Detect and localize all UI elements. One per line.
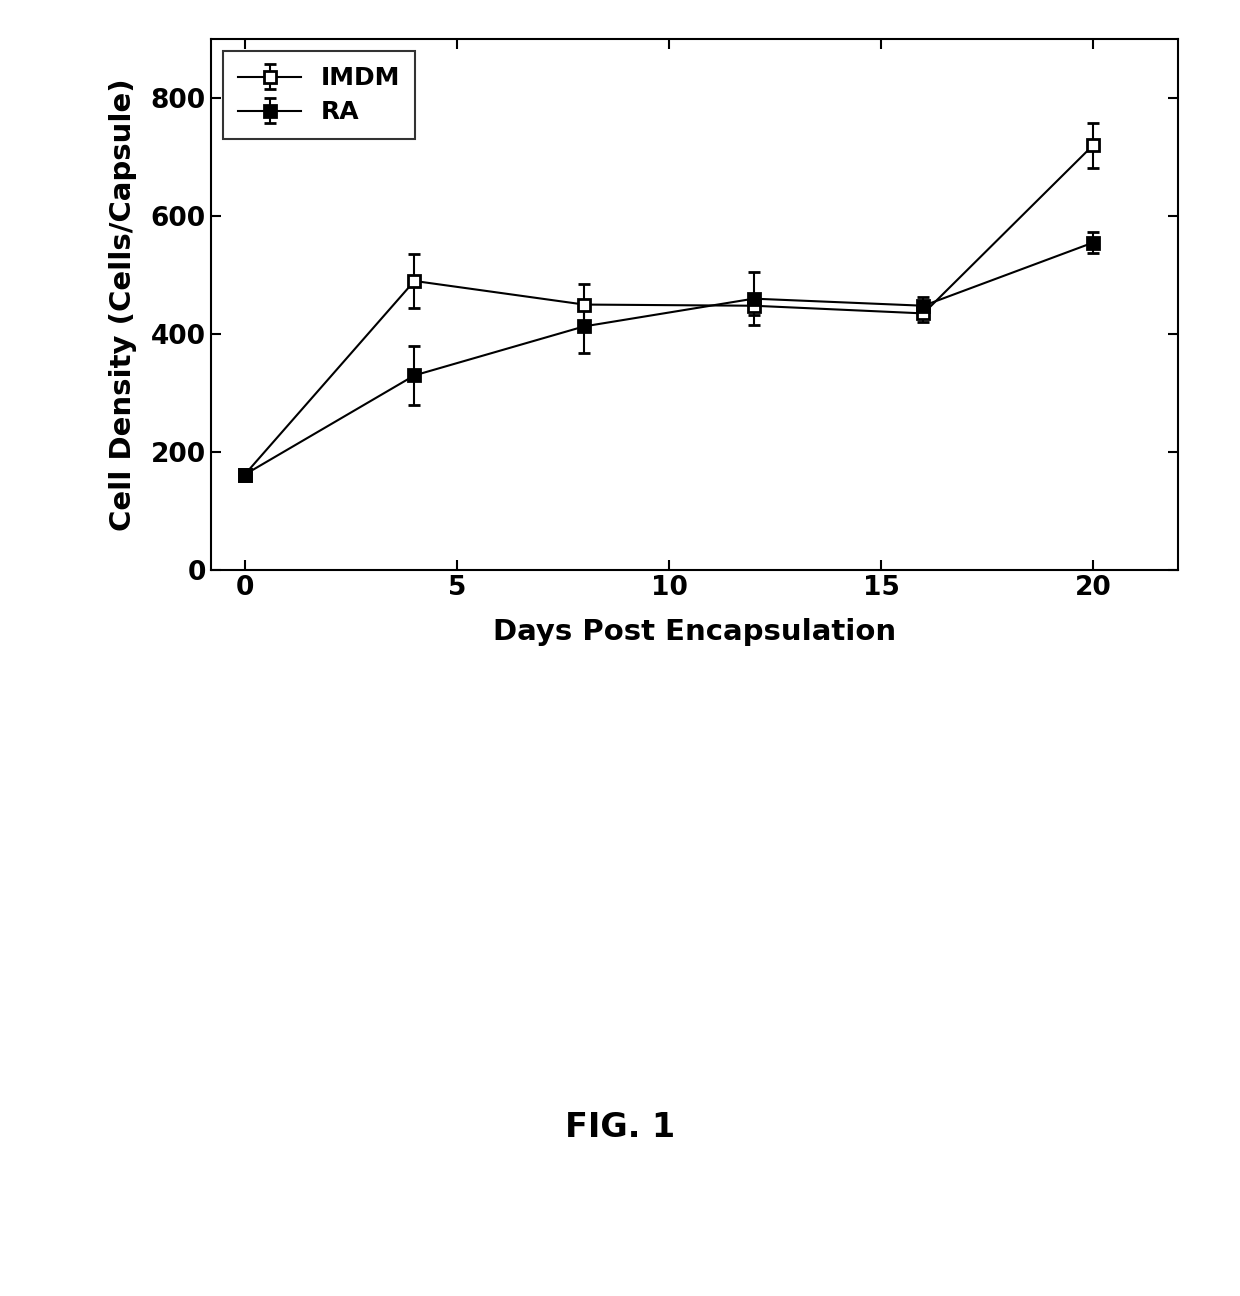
Legend: IMDM, RA: IMDM, RA: [223, 52, 415, 140]
Y-axis label: Cell Density (Cells/Capsule): Cell Density (Cells/Capsule): [109, 78, 136, 531]
X-axis label: Days Post Encapsulation: Days Post Encapsulation: [492, 618, 897, 645]
Text: FIG. 1: FIG. 1: [565, 1111, 675, 1144]
